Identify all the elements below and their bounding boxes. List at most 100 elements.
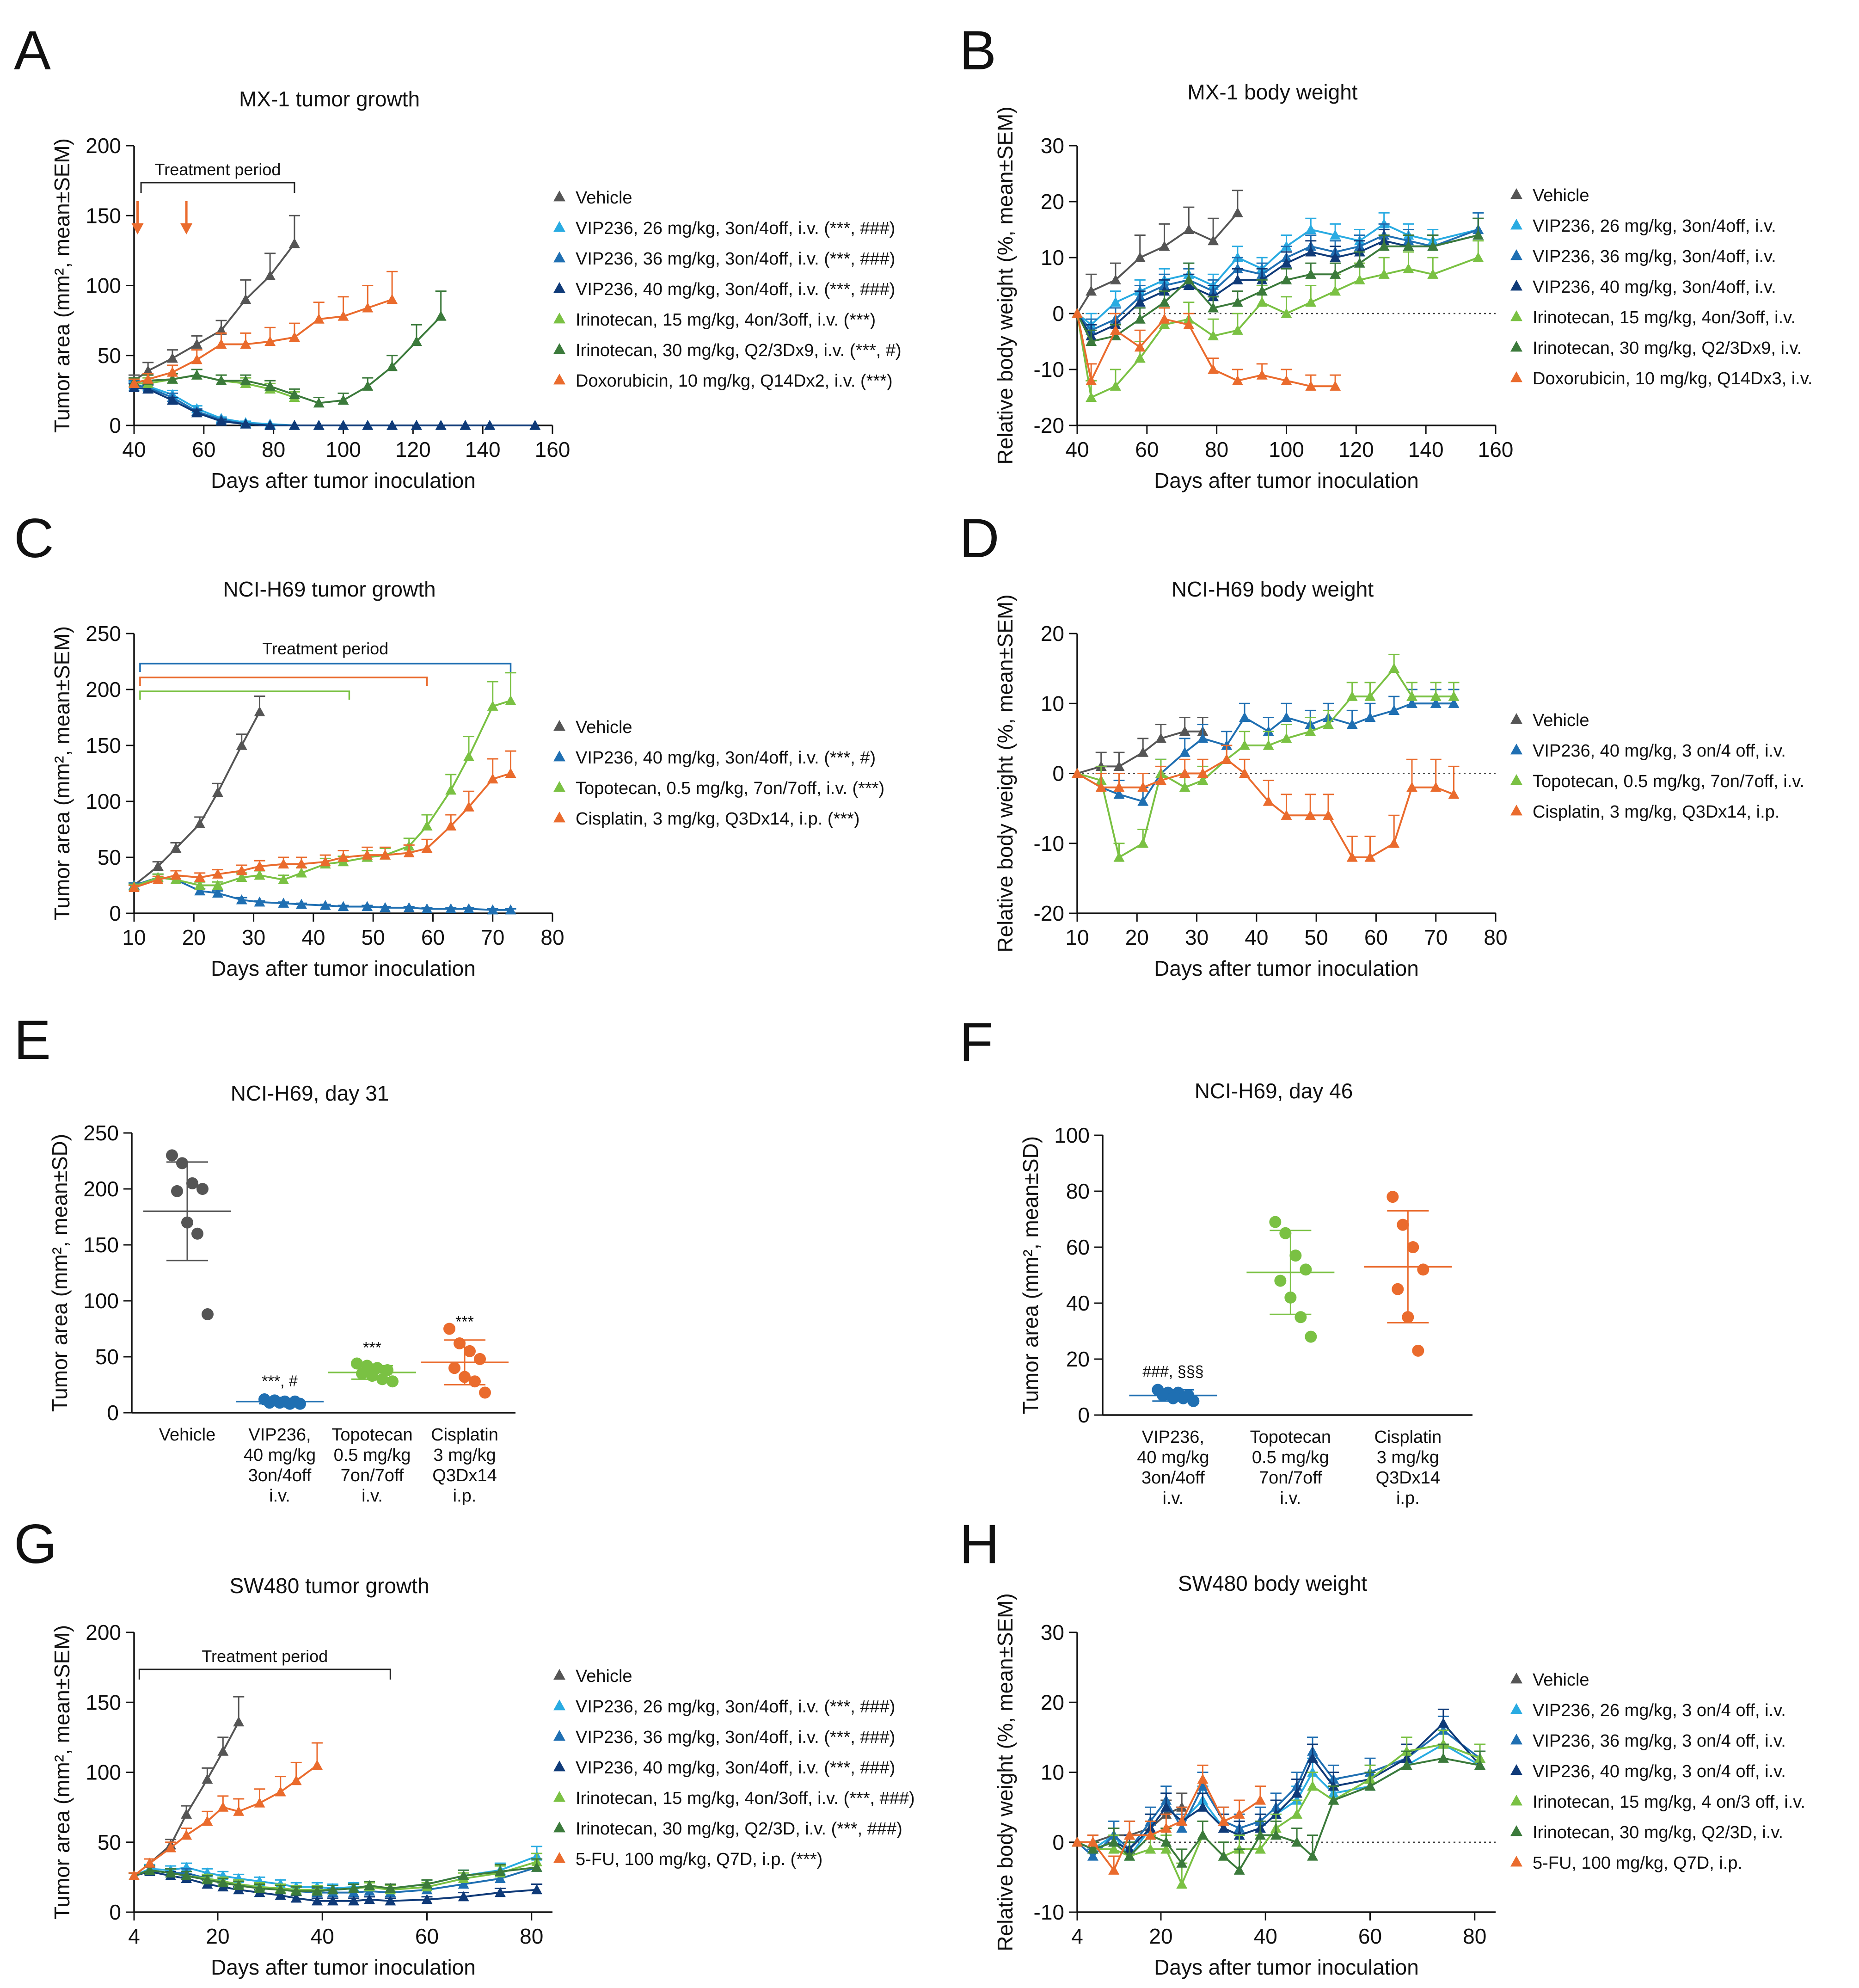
data-point: [454, 1337, 466, 1349]
data-point: [479, 1386, 491, 1399]
legend-entry: Doxorubicin, 10 mg/kg, Q14Dx2, i.v. (***…: [576, 371, 893, 391]
panel-D: D NCI-H69 body weight -20 -10 0 10 20 10 20 30 40 5…: [959, 507, 1804, 980]
data-point: [387, 361, 398, 371]
data-point: [165, 1867, 177, 1877]
y-tick-label: -10: [1034, 1900, 1064, 1924]
data-point: [1406, 691, 1417, 701]
data-point: [1159, 240, 1170, 251]
x-tick-label: 60: [192, 437, 215, 462]
data-point: [288, 420, 300, 430]
data-point: [411, 420, 422, 430]
chart-title: SW480 body weight: [1178, 1571, 1367, 1595]
data-point: [435, 311, 447, 321]
series-line: [1076, 234, 1479, 343]
data-point: [1305, 246, 1317, 257]
x-tick-label: 20: [1125, 925, 1149, 949]
data-point: [215, 325, 227, 335]
series: [1072, 217, 1484, 340]
dosing-arrow-head: [180, 223, 193, 234]
data-point: [1232, 375, 1243, 385]
data-point: [212, 787, 223, 797]
data-point: [464, 1345, 476, 1357]
data-point: [474, 1353, 486, 1365]
data-point: [381, 1364, 393, 1377]
data-point: [290, 1775, 302, 1785]
data-point: [236, 740, 247, 750]
data-point: [1346, 852, 1358, 862]
series: [129, 290, 447, 408]
data-point: [275, 1786, 286, 1797]
data-point: [362, 901, 373, 911]
data-point: [1430, 691, 1442, 701]
y-tick-label: 0: [1078, 1403, 1090, 1427]
data-point: [1113, 782, 1125, 792]
data-point: [460, 420, 471, 430]
x-axis-label: Days after tumor inoculation: [211, 468, 476, 492]
legend-marker: [553, 1669, 565, 1680]
data-point: [362, 420, 374, 430]
series: [129, 1696, 245, 1880]
legend-entry: Vehicle: [576, 718, 632, 737]
data-point: [1087, 1843, 1098, 1854]
data-point: [240, 418, 252, 429]
data-point: [1305, 296, 1317, 307]
data-point: [1403, 240, 1414, 251]
category-label: Q3Dx14: [432, 1466, 497, 1485]
data-point: [313, 314, 325, 324]
data-point: [1284, 1291, 1297, 1304]
data-point: [1378, 240, 1390, 251]
data-point: [1378, 269, 1390, 279]
legend-entry: Vehicle: [1533, 711, 1589, 730]
legend-marker: [553, 252, 565, 263]
chart-title: NCI-H69 tumor growth: [223, 577, 436, 601]
data-point: [1281, 274, 1292, 284]
data-point: [380, 849, 391, 860]
data-point: [202, 1773, 213, 1784]
data-point: [129, 882, 140, 892]
x-tick-label: 60: [1358, 1924, 1382, 1948]
data-point: [1406, 782, 1417, 792]
data-point: [484, 420, 496, 430]
data-point: [191, 339, 202, 349]
data-point: [236, 872, 247, 882]
x-tick-label: 60: [1135, 437, 1159, 462]
data-point: [290, 1892, 302, 1903]
data-point: [1072, 768, 1083, 778]
data-point: [202, 1874, 213, 1885]
data-point: [1291, 1809, 1303, 1819]
x-tick-label: 40: [1254, 1924, 1277, 1948]
category-label: 40 mg/kg: [244, 1446, 316, 1465]
data-point: [1279, 1227, 1292, 1239]
category-label: Q3Dx14: [1376, 1468, 1440, 1488]
data-point: [319, 900, 331, 910]
data-point: [327, 1895, 338, 1906]
legend-entry: VIP236, 36 mg/kg, 3on/4off, i.v.: [1533, 247, 1776, 266]
data-point: [1160, 1802, 1172, 1812]
group: Vehicle: [143, 1149, 231, 1445]
data-point: [1208, 302, 1219, 313]
data-point: [170, 843, 182, 853]
data-point: [313, 397, 325, 408]
x-tick-label: 10: [122, 925, 146, 949]
y-tick-label: 80: [1066, 1179, 1090, 1203]
legend-entry: Vehicle: [576, 1667, 632, 1686]
data-point: [494, 1873, 506, 1883]
x-tick-label: 80: [540, 925, 564, 949]
y-tick-label: 100: [83, 1289, 119, 1313]
data-point: [296, 899, 307, 909]
data-point: [176, 1157, 188, 1169]
y-tick-label: -10: [1034, 357, 1064, 382]
data-point: [296, 858, 307, 869]
data-point: [1305, 726, 1316, 736]
data-point: [181, 1870, 192, 1880]
treatment-period-label: Treatment period: [202, 1647, 328, 1666]
data-point: [458, 1870, 469, 1880]
x-tick-label: 60: [415, 1924, 439, 1948]
chart-title: MX-1 body weight: [1187, 80, 1357, 104]
y-axis-label: Relative body weight (%, mean±SEM): [993, 1593, 1017, 1951]
category-label: VIP236,: [1142, 1428, 1204, 1447]
data-point: [351, 1357, 363, 1370]
treatment-bracket: [140, 182, 295, 193]
